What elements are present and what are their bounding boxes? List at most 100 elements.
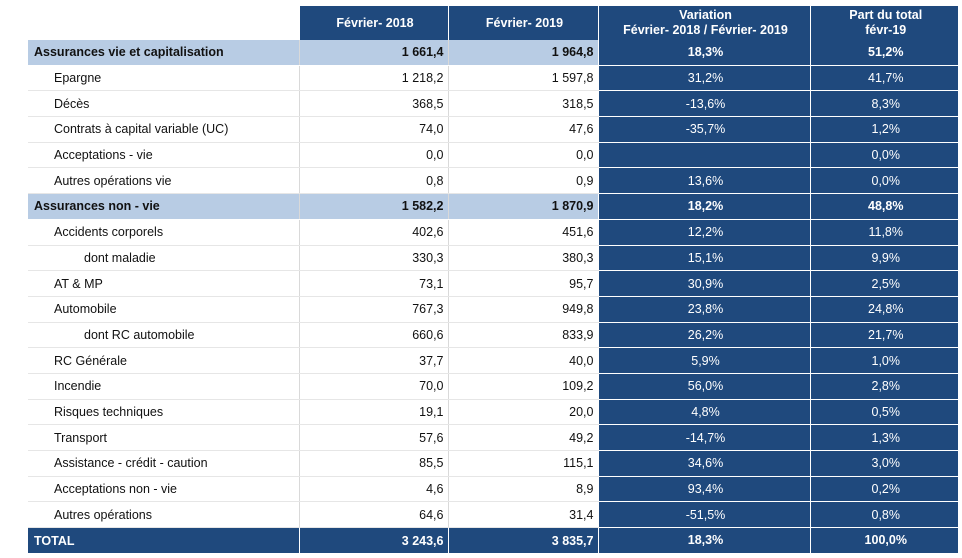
value-2019: 8,9 bbox=[447, 476, 598, 503]
value-2018: 3 243,6 bbox=[298, 527, 448, 554]
table-row: Incendie 70,0 109,2 56,0% 2,8% bbox=[28, 373, 958, 400]
variation: 18,2% bbox=[597, 193, 810, 220]
variation: -14,7% bbox=[597, 424, 810, 451]
table-row: Assurances non - vie 1 582,2 1 870,9 18,… bbox=[28, 193, 958, 220]
row-label: Automobile bbox=[28, 296, 299, 323]
table-row: dont maladie 330,3 380,3 15,1% 9,9% bbox=[28, 245, 958, 272]
value-2019: 49,2 bbox=[447, 424, 598, 451]
variation: 26,2% bbox=[597, 322, 810, 349]
share: 1,2% bbox=[809, 116, 958, 143]
value-2018: 402,6 bbox=[298, 219, 448, 246]
header-feb-2019: Février- 2019 bbox=[447, 6, 598, 40]
share: 2,5% bbox=[809, 270, 958, 297]
share: 3,0% bbox=[809, 450, 958, 477]
value-2018: 37,7 bbox=[298, 347, 448, 374]
row-label: Assurances vie et capitalisation bbox=[28, 40, 299, 66]
row-label: Risques techniques bbox=[28, 399, 299, 426]
variation: 34,6% bbox=[597, 450, 810, 477]
share: 24,8% bbox=[809, 296, 958, 323]
table-row: Assurances vie et capitalisation 1 661,4… bbox=[28, 40, 958, 66]
header-share: Part du total févr-19 bbox=[809, 6, 958, 40]
share: 51,2% bbox=[809, 40, 958, 66]
value-2018: 330,3 bbox=[298, 245, 448, 272]
value-2019: 451,6 bbox=[447, 219, 598, 246]
row-label: Epargne bbox=[28, 65, 299, 92]
table-row: RC Générale 37,7 40,0 5,9% 1,0% bbox=[28, 347, 958, 374]
value-2018: 74,0 bbox=[298, 116, 448, 143]
table-row: AT & MP 73,1 95,7 30,9% 2,5% bbox=[28, 270, 958, 297]
header-row: Février- 2018 Février- 2019 Variation Fév… bbox=[28, 6, 958, 40]
variation: 12,2% bbox=[597, 219, 810, 246]
value-2018: 1 582,2 bbox=[298, 193, 448, 220]
table-row: Automobile 767,3 949,8 23,8% 24,8% bbox=[28, 296, 958, 323]
row-label: AT & MP bbox=[28, 270, 299, 297]
row-label: Assurances non - vie bbox=[28, 193, 299, 220]
total-row: TOTAL 3 243,6 3 835,7 18,3% 100,0% bbox=[28, 527, 958, 554]
value-2019: 949,8 bbox=[447, 296, 598, 323]
row-label: Autres opérations vie bbox=[28, 167, 299, 195]
table-row: Contrats à capital variable (UC) 74,0 47… bbox=[28, 116, 958, 143]
value-2019: 1 964,8 bbox=[447, 40, 598, 66]
value-2019: 47,6 bbox=[447, 116, 598, 143]
table-row: Autres opérations vie 0,8 0,9 13,6% 0,0% bbox=[28, 167, 958, 195]
variation: 56,0% bbox=[597, 373, 810, 400]
value-2018: 660,6 bbox=[298, 322, 448, 349]
value-2018: 73,1 bbox=[298, 270, 448, 297]
header-share-line2: févr-19 bbox=[865, 23, 907, 37]
value-2019: 380,3 bbox=[447, 245, 598, 272]
share: 0,2% bbox=[809, 476, 958, 503]
variation: -13,6% bbox=[597, 90, 810, 118]
value-2018: 767,3 bbox=[298, 296, 448, 323]
row-label: Accidents corporels bbox=[28, 219, 299, 246]
row-label: Décès bbox=[28, 90, 299, 118]
value-2018: 85,5 bbox=[298, 450, 448, 477]
header-variation-line2: Février- 2018 / Février- 2019 bbox=[623, 23, 788, 37]
value-2019: 95,7 bbox=[447, 270, 598, 297]
variation: -51,5% bbox=[597, 501, 810, 529]
row-label: Transport bbox=[28, 424, 299, 451]
variation: 5,9% bbox=[597, 347, 810, 374]
header-variation-line1: Variation bbox=[679, 8, 732, 22]
value-2019: 318,5 bbox=[447, 90, 598, 118]
value-2018: 57,6 bbox=[298, 424, 448, 451]
table-row: Transport 57,6 49,2 -14,7% 1,3% bbox=[28, 424, 958, 451]
table-row: Epargne 1 218,2 1 597,8 31,2% 41,7% bbox=[28, 65, 958, 92]
share: 100,0% bbox=[809, 527, 958, 554]
table-row: Autres opérations 64,6 31,4 -51,5% 0,8% bbox=[28, 501, 958, 529]
share: 1,0% bbox=[809, 347, 958, 374]
row-label: TOTAL bbox=[28, 527, 299, 554]
header-share-line1: Part du total bbox=[849, 8, 923, 22]
value-2018: 1 661,4 bbox=[298, 40, 448, 66]
table-row: Risques techniques 19,1 20,0 4,8% 0,5% bbox=[28, 399, 958, 426]
variation bbox=[597, 142, 810, 169]
header-blank bbox=[28, 6, 299, 40]
share: 2,8% bbox=[809, 373, 958, 400]
share: 48,8% bbox=[809, 193, 958, 220]
value-2019: 1 870,9 bbox=[447, 193, 598, 220]
value-2019: 833,9 bbox=[447, 322, 598, 349]
share: 0,0% bbox=[809, 167, 958, 195]
value-2018: 19,1 bbox=[298, 399, 448, 426]
row-label: Autres opérations bbox=[28, 501, 299, 529]
value-2019: 109,2 bbox=[447, 373, 598, 400]
insurance-premiums-table: Février- 2018 Février- 2019 Variation Fév… bbox=[28, 6, 958, 554]
header-variation: Variation Février- 2018 / Février- 2019 bbox=[597, 6, 810, 40]
row-label: dont RC automobile bbox=[28, 322, 299, 349]
row-label: dont maladie bbox=[28, 245, 299, 272]
share: 9,9% bbox=[809, 245, 958, 272]
value-2019: 31,4 bbox=[447, 501, 598, 529]
variation: 4,8% bbox=[597, 399, 810, 426]
variation: 93,4% bbox=[597, 476, 810, 503]
table-row: Accidents corporels 402,6 451,6 12,2% 11… bbox=[28, 219, 958, 246]
share: 41,7% bbox=[809, 65, 958, 92]
table-row: dont RC automobile 660,6 833,9 26,2% 21,… bbox=[28, 322, 958, 349]
value-2019: 0,9 bbox=[447, 167, 598, 195]
value-2018: 0,0 bbox=[298, 142, 448, 169]
value-2018: 64,6 bbox=[298, 501, 448, 529]
table-row: Acceptations non - vie 4,6 8,9 93,4% 0,2… bbox=[28, 476, 958, 503]
value-2019: 115,1 bbox=[447, 450, 598, 477]
table-row: Acceptations - vie 0,0 0,0 0,0% bbox=[28, 142, 958, 169]
variation: 13,6% bbox=[597, 167, 810, 195]
variation: 18,3% bbox=[597, 527, 810, 554]
value-2019: 0,0 bbox=[447, 142, 598, 169]
